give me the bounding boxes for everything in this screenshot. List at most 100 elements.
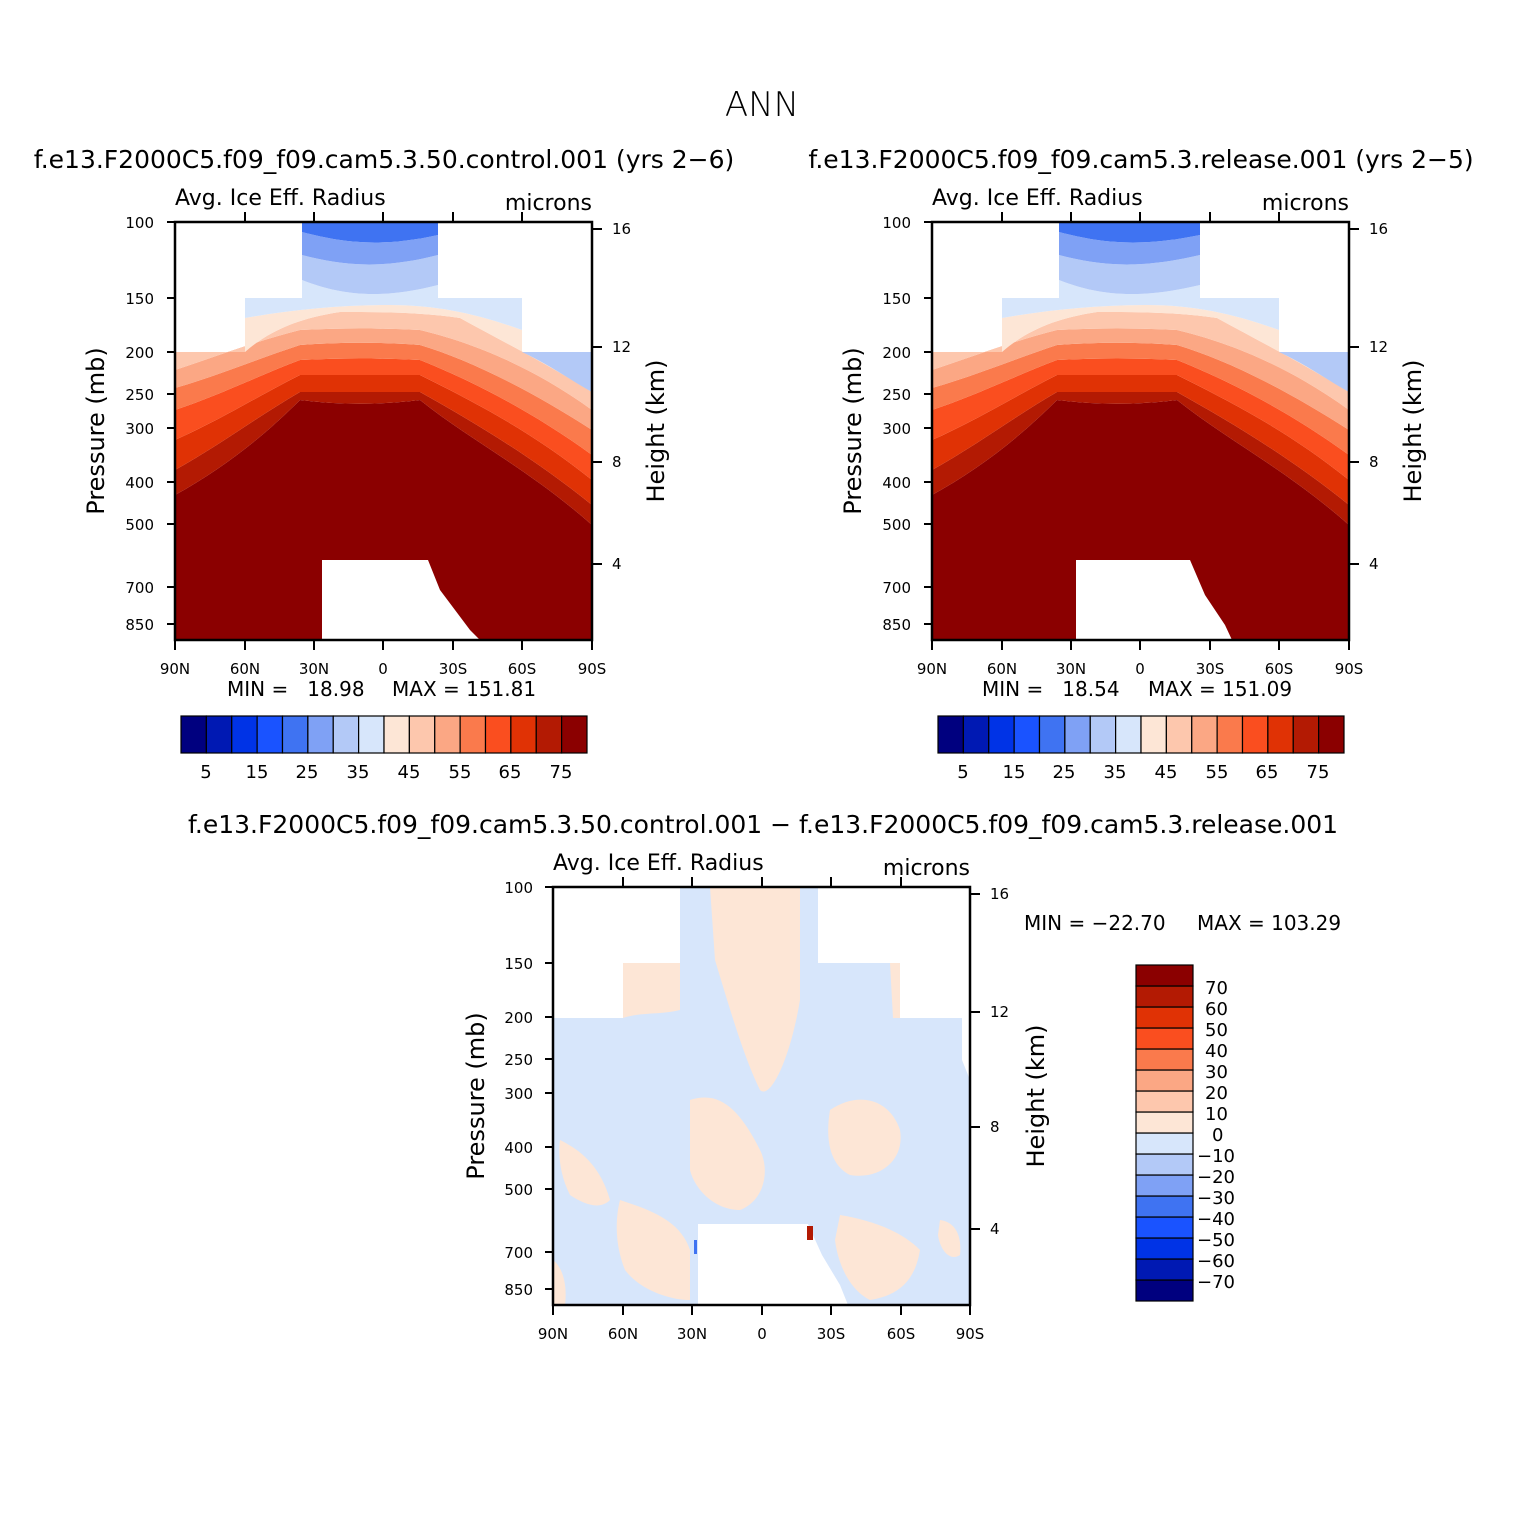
panel3-ytick: 300 — [504, 1085, 533, 1103]
colorbar-swatch — [1135, 1006, 1194, 1029]
panel1-ytick: 400 — [125, 474, 154, 492]
colorbar-swatch — [1064, 715, 1091, 754]
panel2-xtick: 30S — [1196, 660, 1225, 678]
colorbar-swatch — [1191, 715, 1218, 754]
panel3-x-ticks: 90N 60N 30N 0 30S 60S 90S — [538, 877, 984, 1343]
colorbar-swatch — [1135, 1237, 1194, 1260]
panel1-xtick: 60N — [230, 660, 260, 678]
panel3-colorbar-label: −50 — [1197, 1230, 1235, 1251]
panel1-y-ticks: 100 150 200 250 300 400 500 700 850 — [125, 214, 175, 634]
panel2-colorbar-label: 65 — [1256, 762, 1279, 783]
panel3-colorbar-label: 50 — [1205, 1020, 1228, 1041]
panel1-xtick: 60S — [508, 660, 537, 678]
colorbar-swatch — [988, 715, 1015, 754]
panel3-label-left: Avg. Ice Eff. Radius — [553, 851, 764, 876]
colorbar-swatch — [1135, 964, 1194, 987]
panel2-ytick: 200 — [882, 344, 911, 362]
panel2-xtick: 90N — [917, 660, 947, 678]
colorbar-swatch — [1115, 715, 1142, 754]
panel1-label-left: Avg. Ice Eff. Radius — [175, 186, 386, 211]
colorbar-swatch — [1267, 715, 1294, 754]
panel-control: Avg. Ice Eff. Radius microns Pressure (m… — [82, 186, 670, 783]
panel2-label-left: Avg. Ice Eff. Radius — [932, 186, 1143, 211]
panel2-ytick-right: 4 — [1369, 555, 1379, 573]
panel3-xtick: 90N — [538, 1325, 568, 1343]
colorbar-swatch — [256, 715, 284, 754]
panel1-ytick: 200 — [125, 344, 154, 362]
colorbar-swatch — [1135, 1258, 1194, 1281]
panel1-ylabel: Pressure (mb) — [82, 347, 110, 514]
panel3-colorbar-label: −10 — [1197, 1146, 1235, 1167]
colorbar-swatch — [180, 715, 207, 754]
colorbar-swatch — [1038, 715, 1066, 754]
colorbar-swatch — [1216, 715, 1244, 754]
panel1-colorbar-label: 5 — [200, 762, 211, 783]
panel1-ytick-right: 16 — [612, 220, 631, 238]
colorbar-swatch — [281, 715, 309, 754]
colorbar-swatch — [1135, 1216, 1194, 1239]
panel3-min: MIN = −22.70 — [1024, 911, 1166, 935]
panel2-ytick: 400 — [882, 474, 911, 492]
panel2-max: MAX = 151.09 — [1148, 677, 1292, 701]
panel2-ytick: 250 — [882, 386, 911, 404]
colorbar-swatch — [1135, 1279, 1194, 1302]
colorbar-swatch — [1140, 715, 1167, 754]
panel2-ytick-right: 16 — [1369, 220, 1388, 238]
panel1-xtick: 90S — [578, 660, 607, 678]
panel1-ytick: 100 — [125, 214, 154, 232]
panel1-colorbar-label: 15 — [246, 762, 269, 783]
panel1-ytick-right: 8 — [612, 453, 622, 471]
panel3-y-ticks-right: 16 12 8 4 — [970, 885, 1009, 1238]
panel3-ytick: 850 — [504, 1281, 533, 1299]
panel2-ytick: 150 — [882, 290, 911, 308]
panel1-x-ticks: 90N 60N 30N 0 30S 60S 90S — [160, 212, 606, 678]
diff-panel-title: f.e13.F2000C5.f09_f09.cam5.3.50.control.… — [188, 810, 1338, 839]
colorbar-swatch — [231, 715, 258, 754]
panel3-colorbar — [1135, 964, 1194, 1302]
figure-title: ANN — [725, 85, 799, 125]
panel3-colorbar-labels: 70 60 50 40 30 20 10 0 −10 −20 −30 −40 −… — [1197, 978, 1235, 1293]
panel1-ytick: 700 — [125, 579, 154, 597]
panel3-ytick: 500 — [504, 1181, 533, 1199]
panel1-ytick: 850 — [125, 616, 154, 634]
panel1-ytick-right: 12 — [612, 338, 631, 356]
panel1-colorbar-label: 55 — [449, 762, 472, 783]
panel3-xtick: 30N — [677, 1325, 707, 1343]
colorbar-swatch — [1013, 715, 1041, 754]
panel1-colorbar-labels: 5 15 25 35 45 55 65 75 — [200, 762, 572, 783]
panel2-xtick: 30N — [1056, 660, 1086, 678]
panel3-ytick-right: 16 — [990, 885, 1009, 903]
panel3-colorbar-label: 40 — [1205, 1041, 1228, 1062]
panel3-colorbar-label: 70 — [1205, 978, 1228, 999]
panel2-min: MIN = 18.54 — [982, 677, 1120, 701]
panel1-colorbar — [180, 715, 588, 754]
panel2-colorbar — [937, 715, 1345, 754]
panel3-xtick: 60S — [887, 1325, 916, 1343]
panel1-colorbar-label: 65 — [499, 762, 522, 783]
colorbar-swatch — [535, 715, 563, 754]
panel1-colorbar-label: 25 — [296, 762, 319, 783]
panel2-ylabel: Pressure (mb) — [839, 347, 867, 514]
panel2-ytick: 100 — [882, 214, 911, 232]
colorbar-swatch — [358, 715, 385, 754]
panel2-ytick: 300 — [882, 420, 911, 438]
panel2-title: f.e13.F2000C5.f09_f09.cam5.3.release.001… — [808, 145, 1473, 174]
panel1-ytick: 500 — [125, 516, 154, 534]
panel3-xtick: 0 — [757, 1325, 767, 1343]
panel2-colorbar-label: 15 — [1003, 762, 1026, 783]
panel1-ytick-right: 4 — [612, 555, 622, 573]
colorbar-swatch — [1135, 985, 1194, 1008]
panel3-colorbar-label: −40 — [1197, 1209, 1235, 1230]
panel1-label-right: microns — [505, 191, 592, 216]
panel1-xtick: 90N — [160, 660, 190, 678]
colorbar-swatch — [1135, 1090, 1194, 1113]
panel2-ylabel-right: Height (km) — [1399, 360, 1427, 503]
panel1-title: f.e13.F2000C5.f09_f09.cam5.3.50.control.… — [34, 145, 735, 174]
panel2-colorbar-labels: 5 15 25 35 45 55 65 75 — [957, 762, 1329, 783]
panel3-xtick: 30S — [817, 1325, 846, 1343]
panel2-ytick: 700 — [882, 579, 911, 597]
panel1-y-ticks-right: 16 12 8 4 — [592, 220, 631, 573]
panel3-colorbar-label: −20 — [1197, 1167, 1235, 1188]
colorbar-swatch — [937, 715, 964, 754]
colorbar-swatch — [561, 715, 588, 754]
